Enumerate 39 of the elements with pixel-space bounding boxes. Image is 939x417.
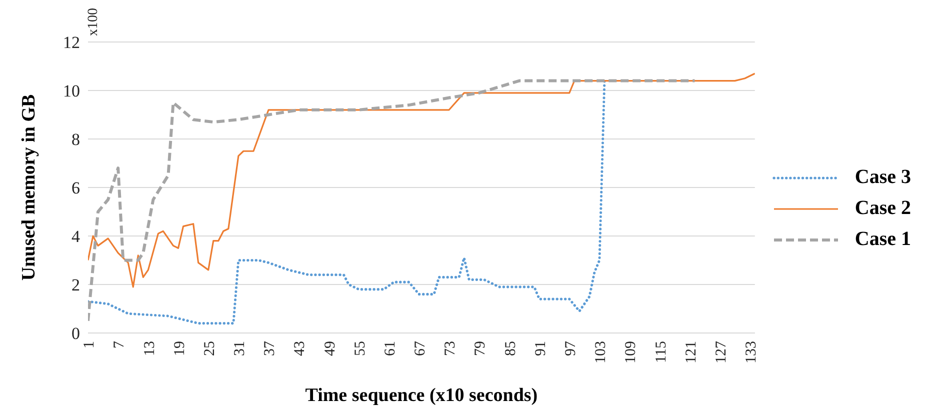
x-tick-label: 25 (202, 341, 218, 356)
y-tick-label: 10 (63, 82, 80, 101)
x-tick-label: 85 (502, 341, 519, 356)
line-series (88, 72, 755, 288)
x-tick-label: 97 (563, 340, 580, 356)
x-axis-title: Time sequence (x10 seconds) (305, 385, 538, 406)
x-tick-label: 115 (653, 341, 670, 363)
y-tick-label: 12 (63, 33, 80, 52)
text: x100 (86, 8, 102, 36)
y-tick-label: 8 (72, 130, 80, 150)
y-tick-label: 4 (72, 227, 80, 246)
x-tick-label: 7 (112, 340, 128, 348)
x-tick-label: 79 (472, 341, 489, 356)
y-tick-label: 6 (72, 178, 80, 198)
legend-label: Case 3 (854, 166, 911, 189)
y-axis-title: Unused memory in GB (18, 94, 40, 281)
x-tick-label: 91 (532, 341, 549, 356)
line-series (88, 79, 696, 322)
x-tick-label: 1 (82, 341, 98, 348)
x-tick-label: 31 (232, 341, 248, 356)
x-tick-label: 43 (292, 341, 308, 356)
x-tick-label: 49 (322, 341, 338, 356)
x-tick-label: 121 (683, 341, 700, 364)
x-tick-label: 127 (713, 340, 730, 364)
x-tick-label: 19 (172, 341, 188, 356)
line-series (88, 80, 606, 325)
x-tick-label: 61 (382, 341, 399, 356)
x-tick-label: 55 (352, 341, 368, 356)
x-tick-label: 109 (623, 341, 640, 364)
x-tick-label: 37 (262, 340, 278, 356)
x-tick-label: 67 (412, 340, 429, 356)
y-tick-label: 2 (72, 276, 80, 295)
x-tick-label: 13 (142, 341, 158, 356)
legend-label: Case 1 (854, 228, 911, 251)
x-tick-label: 103 (593, 341, 610, 364)
legend-label: Case 2 (854, 197, 911, 220)
x-tick-label: 73 (442, 341, 459, 356)
y-tick-label: 0 (72, 324, 80, 344)
x-tick-label: 133 (744, 341, 760, 364)
